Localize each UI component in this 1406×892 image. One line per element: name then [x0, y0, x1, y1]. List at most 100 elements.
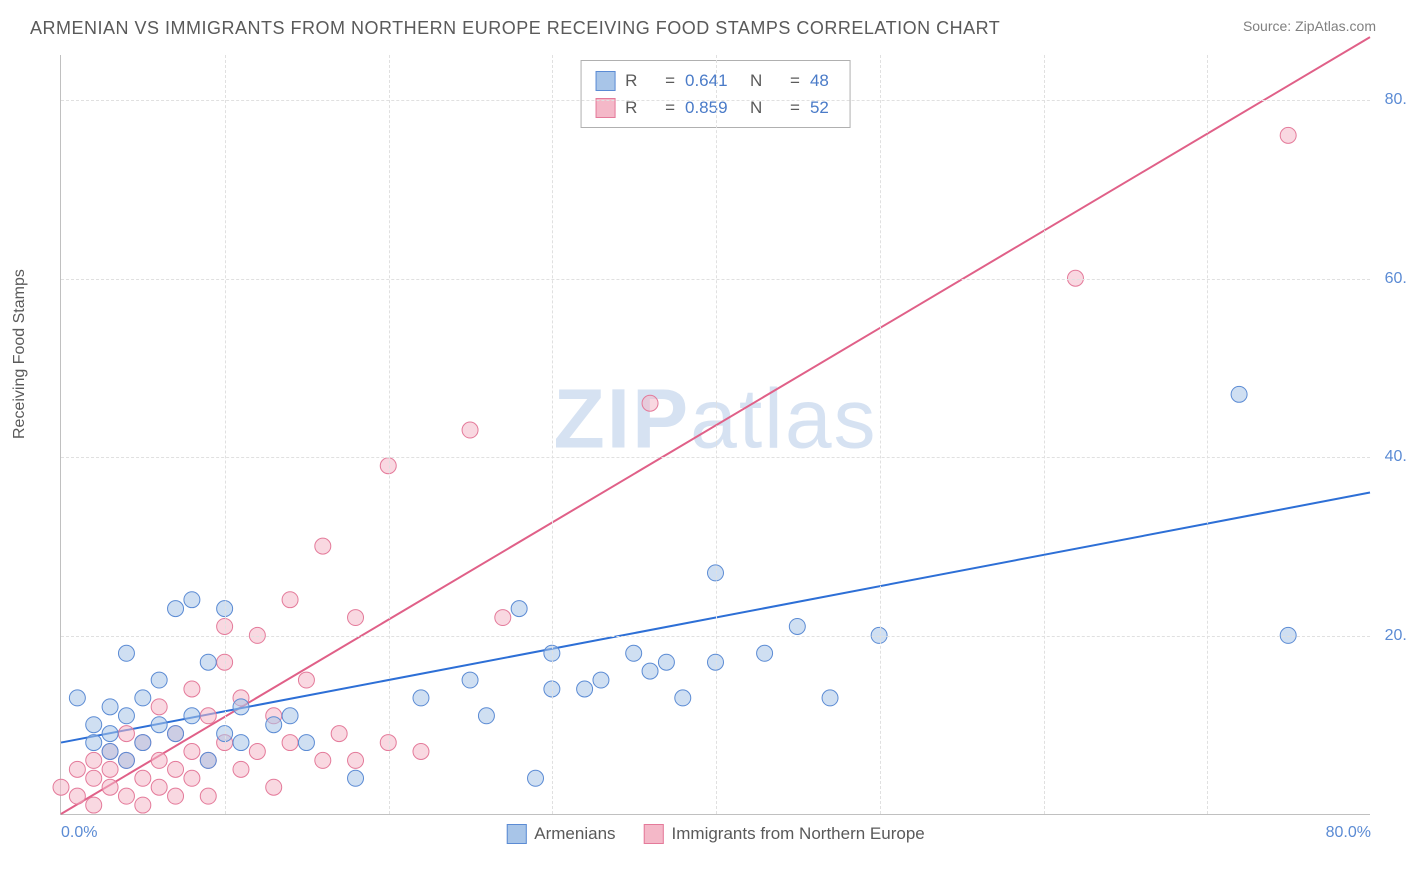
chart-title: ARMENIAN VS IMMIGRANTS FROM NORTHERN EUR…: [30, 18, 1000, 39]
data-point: [118, 708, 134, 724]
data-point: [200, 654, 216, 670]
data-point: [118, 726, 134, 742]
source-label: Source: ZipAtlas.com: [1243, 18, 1376, 34]
data-point: [102, 761, 118, 777]
data-point: [315, 538, 331, 554]
gridline-v: [1044, 55, 1045, 814]
data-point: [249, 744, 265, 760]
legend-swatch-blue: [506, 824, 526, 844]
r-value: 0.859: [685, 94, 740, 121]
data-point: [118, 788, 134, 804]
data-point: [233, 735, 249, 751]
data-point: [331, 726, 347, 742]
ytick-label: 20.0%: [1385, 627, 1406, 645]
data-point: [86, 717, 102, 733]
data-point: [86, 735, 102, 751]
data-point: [168, 788, 184, 804]
ytick-label: 80.0%: [1385, 91, 1406, 109]
data-point: [151, 699, 167, 715]
legend-label: Immigrants from Northern Europe: [672, 824, 925, 844]
data-point: [462, 672, 478, 688]
data-point: [298, 672, 314, 688]
gridline-v: [716, 55, 717, 814]
data-point: [184, 744, 200, 760]
eq-sign: =: [665, 67, 675, 94]
data-point: [642, 395, 658, 411]
data-point: [348, 770, 364, 786]
data-point: [200, 788, 216, 804]
legend-label: Armenians: [534, 824, 615, 844]
plot-area: ZIPatlas R = 0.641 N = 48 R = 0.859 N = …: [60, 55, 1370, 815]
data-point: [168, 726, 184, 742]
data-point: [102, 779, 118, 795]
data-point: [282, 708, 298, 724]
data-point: [315, 752, 331, 768]
data-point: [626, 645, 642, 661]
gridline-v: [389, 55, 390, 814]
data-point: [69, 690, 85, 706]
data-point: [266, 779, 282, 795]
data-point: [495, 610, 511, 626]
data-point: [658, 654, 674, 670]
legend-swatch-blue: [595, 71, 615, 91]
data-point: [118, 645, 134, 661]
eq-sign: =: [790, 94, 800, 121]
data-point: [184, 592, 200, 608]
data-point: [577, 681, 593, 697]
data-point: [413, 690, 429, 706]
data-point: [266, 717, 282, 733]
r-label: R: [625, 94, 655, 121]
n-value: 52: [810, 94, 836, 121]
n-label: N: [750, 94, 780, 121]
r-value: 0.641: [685, 67, 740, 94]
data-point: [282, 735, 298, 751]
data-point: [822, 690, 838, 706]
data-point: [168, 601, 184, 617]
data-point: [233, 699, 249, 715]
data-point: [102, 744, 118, 760]
data-point: [102, 699, 118, 715]
data-point: [675, 690, 691, 706]
data-point: [1231, 386, 1247, 402]
series-legend: Armenians Immigrants from Northern Europ…: [506, 824, 924, 844]
y-axis-title: Receiving Food Stamps: [11, 269, 29, 439]
data-point: [789, 618, 805, 634]
data-point: [348, 752, 364, 768]
r-label: R: [625, 67, 655, 94]
data-point: [200, 708, 216, 724]
data-point: [135, 735, 151, 751]
data-point: [1280, 127, 1296, 143]
legend-swatch-pink: [644, 824, 664, 844]
ytick-label: 60.0%: [1385, 270, 1406, 288]
data-point: [593, 672, 609, 688]
gridline-v: [1207, 55, 1208, 814]
gridline-v: [552, 55, 553, 814]
gridline-v: [880, 55, 881, 814]
data-point: [511, 601, 527, 617]
n-value: 48: [810, 67, 836, 94]
data-point: [478, 708, 494, 724]
data-point: [642, 663, 658, 679]
data-point: [118, 752, 134, 768]
legend-item-immigrants: Immigrants from Northern Europe: [644, 824, 925, 844]
data-point: [757, 645, 773, 661]
data-point: [102, 726, 118, 742]
data-point: [151, 779, 167, 795]
n-label: N: [750, 67, 780, 94]
data-point: [69, 761, 85, 777]
eq-sign: =: [665, 94, 675, 121]
data-point: [151, 717, 167, 733]
data-point: [86, 752, 102, 768]
data-point: [348, 610, 364, 626]
data-point: [151, 672, 167, 688]
ytick-label: 40.0%: [1385, 448, 1406, 466]
data-point: [184, 708, 200, 724]
data-point: [282, 592, 298, 608]
chart-header: ARMENIAN VS IMMIGRANTS FROM NORTHERN EUR…: [0, 0, 1406, 47]
data-point: [53, 779, 69, 795]
data-point: [413, 744, 429, 760]
data-point: [69, 788, 85, 804]
data-point: [462, 422, 478, 438]
xtick-label: 0.0%: [61, 824, 97, 842]
data-point: [528, 770, 544, 786]
